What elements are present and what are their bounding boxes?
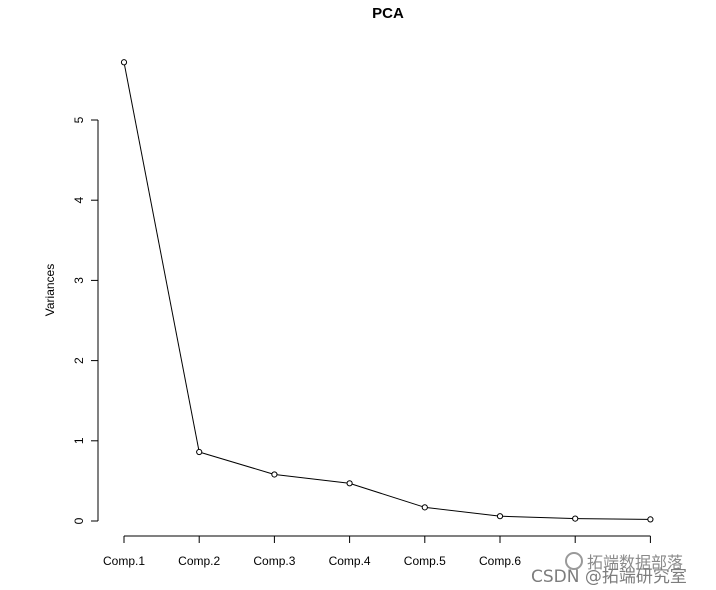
data-point bbox=[572, 515, 579, 522]
data-point bbox=[647, 516, 654, 523]
y-axis-label: Variances bbox=[43, 264, 57, 316]
axes: Comp.1 Comp.2 Comp.3 Comp.4 Comp.5 Comp.6 0 1 2 3… bbox=[72, 116, 651, 568]
data-point bbox=[271, 471, 278, 478]
y-tick-label: 5 bbox=[72, 116, 86, 123]
data-point bbox=[346, 480, 353, 487]
x-tick-label: Comp.5 bbox=[404, 554, 446, 568]
series-line-segment bbox=[427, 507, 498, 517]
series-line-segment bbox=[351, 483, 423, 508]
data-point bbox=[196, 448, 203, 456]
series-line-segment bbox=[502, 515, 573, 520]
x-tick-label: Comp.6 bbox=[479, 554, 521, 568]
watermark-line1: 拓端数据部落 bbox=[565, 549, 683, 573]
data-point bbox=[496, 513, 504, 520]
data-marks bbox=[120, 59, 654, 523]
x-tick-label: Comp.2 bbox=[178, 554, 220, 568]
x-tick-label: Comp.4 bbox=[329, 554, 371, 568]
series-line-segment bbox=[577, 518, 648, 520]
chart-title: PCA bbox=[372, 5, 404, 22]
y-tick-label: 0 bbox=[72, 517, 86, 524]
x-tick-label: Comp.1 bbox=[103, 554, 145, 568]
wechat-icon bbox=[565, 552, 583, 570]
watermark-text-1: 拓端数据部落 bbox=[587, 553, 684, 572]
series-line-segment bbox=[124, 64, 200, 450]
data-point bbox=[120, 59, 128, 66]
series-line-segment bbox=[201, 452, 273, 475]
x-tick-label: Comp.3 bbox=[253, 554, 295, 568]
data-point bbox=[421, 504, 428, 511]
y-tick-label: 2 bbox=[72, 357, 86, 364]
watermark-line2: CSDN @拓端研究室 bbox=[531, 567, 687, 587]
y-tick-label: 1 bbox=[72, 437, 86, 444]
y-tick-label: 3 bbox=[72, 277, 86, 284]
y-tick-label: 4 bbox=[72, 197, 86, 204]
series-line-segment bbox=[276, 474, 348, 484]
